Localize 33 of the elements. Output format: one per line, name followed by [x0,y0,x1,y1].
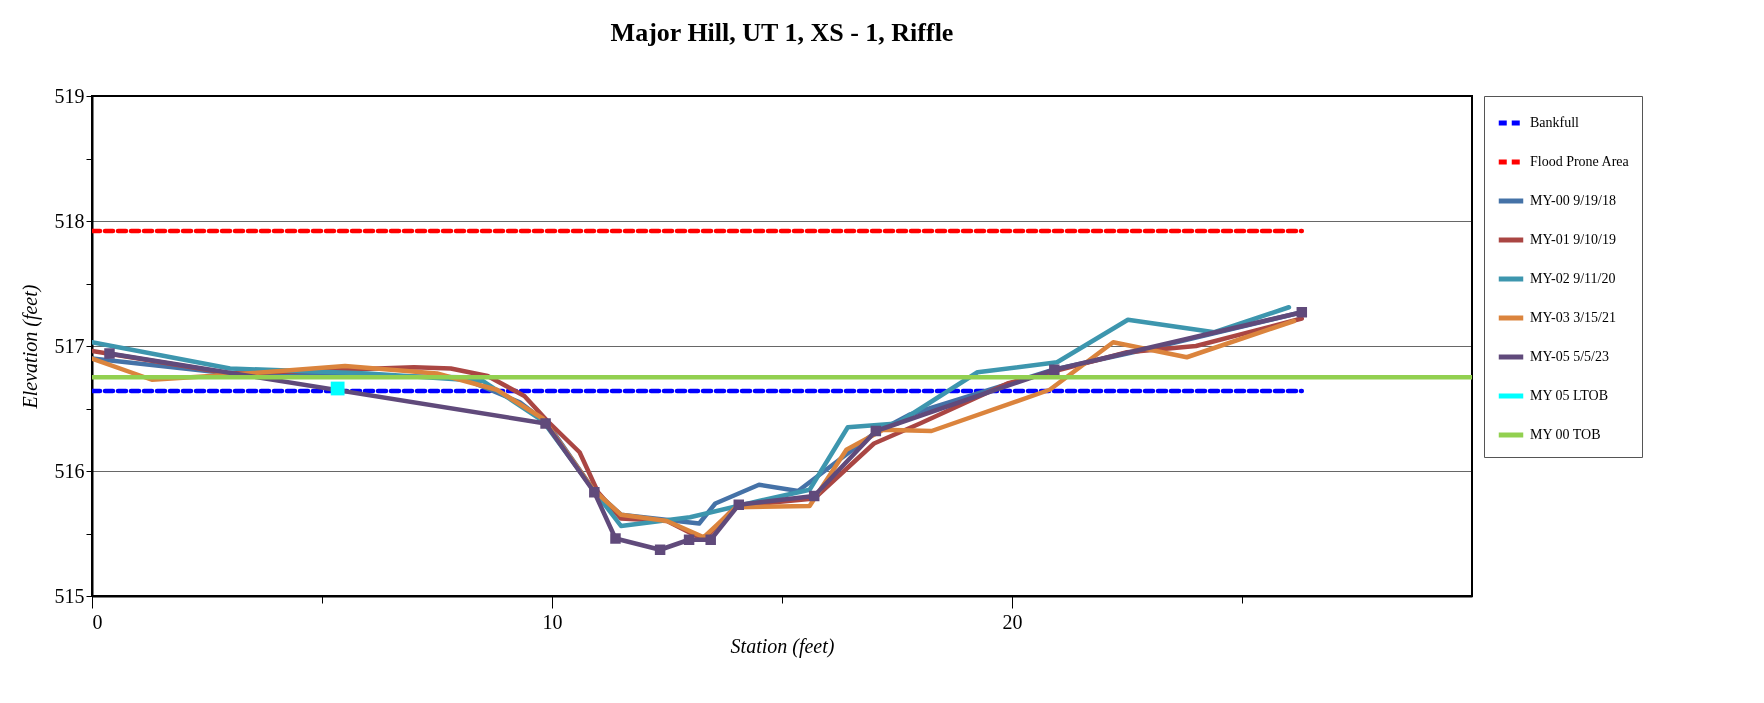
point [733,499,744,510]
x-axis-title: Station (feet) [730,634,835,658]
point [870,425,882,437]
y-tick-label: 517 [54,334,85,357]
point [104,348,115,359]
y-tick-label: 519 [54,84,85,107]
y-tick-label: 518 [54,209,85,232]
legend-label: Flood Prone Area [1530,154,1630,169]
legend-label: Bankfull [1530,115,1580,130]
point [1049,364,1060,375]
point [654,544,666,555]
point [589,487,600,498]
point [1296,307,1308,318]
point [330,381,345,396]
legend-label: MY 05 LTOB [1530,388,1609,403]
legend-label: MY-05 5/5/23 [1530,349,1609,364]
y-tick-label: 515 [54,584,85,607]
x-tick-label: 10 [542,610,563,633]
legend-label: MY 00 TOB [1530,427,1601,442]
y-tick-label: 516 [54,459,85,482]
point [683,534,695,545]
chart-title: Major Hill, UT 1, XS - 1, Riffle [610,18,954,47]
point [610,533,621,544]
legend-label: MY-00 9/19/18 [1530,193,1616,208]
point [540,418,551,429]
legend-label: MY-03 3/15/21 [1530,310,1616,325]
point [705,534,716,545]
x-tick-label: 20 [1002,610,1023,633]
point [808,490,820,502]
y-axis-title: Elevation (feet) [18,284,42,410]
legend-label: MY-01 9/10/19 [1530,232,1616,247]
x-tick-label: 0 [92,610,103,633]
legend-label: MY-02 9/11/20 [1530,271,1616,286]
